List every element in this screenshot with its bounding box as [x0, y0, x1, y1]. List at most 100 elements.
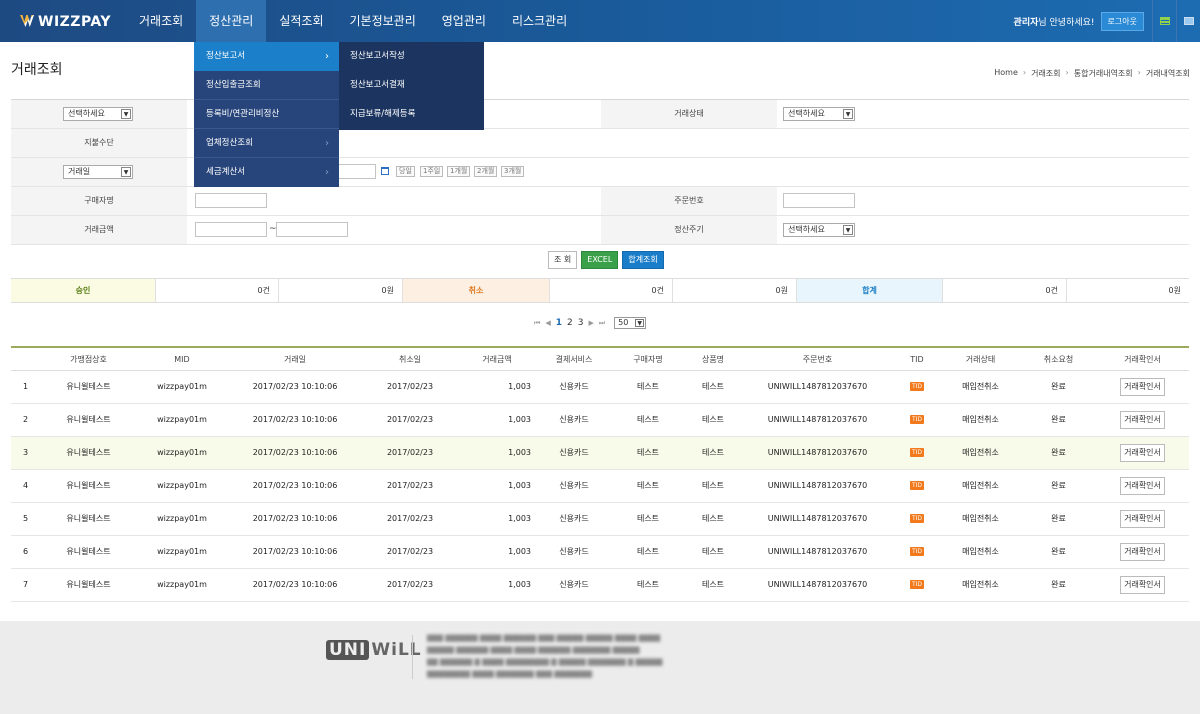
period-3month-button[interactable]: 3개월	[501, 166, 525, 177]
tid-badge[interactable]: TID	[909, 415, 925, 424]
chevron-down-icon: ▼	[121, 109, 131, 119]
table-cell-btn: 거래확인서	[1096, 437, 1189, 469]
search-type-select[interactable]: 선택하세요 ▼	[63, 107, 133, 121]
search-button[interactable]: 조 회	[548, 251, 578, 269]
chevron-right-icon: ›	[325, 167, 329, 178]
column-header: 거래일	[283, 355, 307, 364]
table-cell-store: 유니윌테스트	[66, 514, 111, 523]
table-cell-btn: 거래확인서	[1096, 569, 1189, 601]
period-1month-button[interactable]: 1개월	[447, 166, 471, 177]
table-cell-cancel: 2017/02/23	[386, 481, 434, 490]
table-cell-buyer: 테스트	[636, 580, 660, 589]
nav-item-performance[interactable]: 실적조회	[279, 14, 324, 28]
table-cell-cancel: 2017/02/23	[386, 415, 434, 424]
menu-item-tax-invoice[interactable]: 세금계산서 ›	[194, 158, 339, 187]
wizzpay-logo[interactable]: WIZZPAY	[20, 14, 111, 30]
tid-badge[interactable]: TID	[909, 382, 925, 391]
table-row[interactable]: 4 유니윌테스트 wizzpay01m 2017/02/23 10:10:06 2017…	[11, 470, 1189, 503]
submenu-item-payment-hold[interactable]: 지급보류/해제등록	[350, 109, 416, 119]
table-cell-product: 테스트	[701, 580, 725, 589]
tid-badge[interactable]: TID	[909, 481, 925, 490]
table-row[interactable]: 5 유니윌테스트 wizzpay01m 2017/02/23 10:10:06 2017…	[11, 503, 1189, 536]
table-cell-btn: 거래확인서	[1096, 503, 1189, 535]
last-page-icon[interactable]: ⏭	[598, 318, 606, 327]
calendar-icon[interactable]	[381, 167, 389, 175]
page-3[interactable]: 3	[577, 318, 584, 328]
page-2[interactable]: 2	[566, 318, 573, 328]
table-cell-cancel: 2017/02/23	[386, 514, 434, 523]
table-row[interactable]: 3 유니윌테스트 wizzpay01m 2017/02/23 10:10:06 2017…	[11, 437, 1189, 470]
submenu-item-create-report[interactable]: 정산보고서작성	[350, 51, 405, 61]
menu-item-company-settlement[interactable]: 업체정산조회 ›	[194, 129, 339, 158]
next-page-icon[interactable]: ▶	[588, 319, 594, 327]
breadcrumb: Home › 거래조회 › 통합거래내역조회 › 거래내역조회	[994, 68, 1190, 79]
period-1week-button[interactable]: 1주일	[420, 166, 444, 177]
settlement-cycle-select[interactable]: 선택하세요 ▼	[783, 223, 855, 237]
table-cell-service: 신용카드	[559, 382, 589, 391]
table-cell-service: 신용카드	[559, 481, 589, 490]
confirmation-button[interactable]: 거래확인서	[1120, 410, 1165, 429]
excel-button[interactable]: EXCEL	[581, 251, 619, 269]
submenu-item-approve-report[interactable]: 정산보고서결재	[350, 80, 405, 90]
breadcrumb-transaction[interactable]: 거래조회	[1031, 69, 1061, 78]
amount-min-input[interactable]	[195, 222, 267, 237]
table-cell-status: 매입전취소	[962, 382, 999, 391]
table-cell-store: 유니윌테스트	[66, 415, 111, 424]
table-cell-no: 5	[22, 514, 29, 523]
page-1[interactable]: 1	[555, 318, 562, 328]
confirmation-button[interactable]: 거래확인서	[1120, 443, 1165, 462]
date-type-select[interactable]: 거래일 ▼	[63, 165, 133, 179]
period-2month-button[interactable]: 2개월	[474, 166, 498, 177]
nav-item-basic-info[interactable]: 기본정보관리	[349, 14, 416, 28]
window-view-button[interactable]	[1176, 0, 1200, 42]
menu-item-registration-fee[interactable]: 등록비/연관리비정산	[194, 100, 339, 129]
sum-search-button[interactable]: 합계조회	[622, 251, 664, 269]
tid-badge[interactable]: TID	[909, 514, 925, 523]
table-row[interactable]: 1 유니윌테스트 wizzpay01m 2017/02/23 10:10:06 2017…	[11, 371, 1189, 404]
amount-max-input[interactable]	[276, 222, 348, 237]
tid-badge[interactable]: TID	[909, 448, 925, 457]
table-cell-mid: wizzpay01m	[157, 481, 207, 490]
nav-item-settlement[interactable]: 정산관리	[196, 0, 267, 42]
table-row[interactable]: 7 유니윌테스트 wizzpay01m 2017/02/23 10:10:06 2017…	[11, 569, 1189, 602]
column-header: 가맹점상호	[70, 355, 107, 364]
confirmation-button[interactable]: 거래확인서	[1120, 476, 1165, 495]
confirmation-button[interactable]: 거래확인서	[1120, 377, 1165, 396]
period-today-button[interactable]: 당일	[396, 166, 415, 177]
search-form: 선택하세요 ▼ 거래상태 선택하세요 ▼ 지불수단 거래일 ▼ 당일 1주일 1개월 …	[11, 99, 1189, 245]
menu-item-settlement-report[interactable]: 정산보고서 ›	[194, 42, 339, 71]
confirmation-button[interactable]: 거래확인서	[1120, 575, 1165, 594]
list-view-button[interactable]	[1152, 0, 1176, 42]
range-tilde: ~	[269, 224, 277, 234]
confirmation-button[interactable]: 거래확인서	[1120, 542, 1165, 561]
nav-item-transaction[interactable]: 거래조회	[139, 14, 184, 28]
nav-item-sales[interactable]: 영업관리	[441, 14, 486, 28]
table-row[interactable]: 6 유니윌테스트 wizzpay01m 2017/02/23 10:10:06 2017…	[11, 536, 1189, 569]
table-cell-buyer: 테스트	[636, 481, 660, 490]
confirmation-button[interactable]: 거래확인서	[1120, 509, 1165, 528]
table-cell-cancel: 2017/02/23	[386, 448, 434, 457]
breadcrumb-integrated[interactable]: 통합거래내역조회	[1073, 69, 1133, 78]
tid-badge[interactable]: TID	[909, 547, 925, 556]
first-page-icon[interactable]: ⏮	[534, 318, 541, 327]
table-cell-order: UNIWILL1487812037670	[767, 448, 868, 457]
menu-item-settlement-io[interactable]: 정산입출금조회	[194, 71, 339, 100]
order-number-input[interactable]	[783, 193, 855, 208]
table-row[interactable]: 2 유니윌테스트 wizzpay01m 2017/02/23 10:10:06 2017…	[11, 404, 1189, 437]
status-select[interactable]: 선택하세요 ▼	[783, 107, 855, 121]
nav-item-risk[interactable]: 리스크관리	[511, 14, 568, 28]
chevron-right-icon: ›	[1137, 68, 1141, 77]
chevron-down-icon: ▼	[121, 167, 131, 177]
logout-button[interactable]: 로그아웃	[1100, 11, 1144, 31]
table-cell-tid: TID	[894, 536, 940, 568]
breadcrumb-home[interactable]: Home	[994, 68, 1018, 77]
column-header: 취소일	[398, 355, 422, 364]
table-cell-date: 2017/02/23 10:10:06	[252, 580, 338, 589]
buyer-name-input[interactable]	[195, 193, 267, 208]
tid-badge[interactable]: TID	[909, 580, 925, 589]
table-cell-store: 유니윌테스트	[66, 580, 111, 589]
chevron-down-icon: ▼	[635, 319, 645, 327]
prev-page-icon[interactable]: ◀	[545, 319, 551, 327]
footer-divider	[412, 635, 413, 679]
page-size-select[interactable]: 50 ▼	[614, 317, 647, 329]
